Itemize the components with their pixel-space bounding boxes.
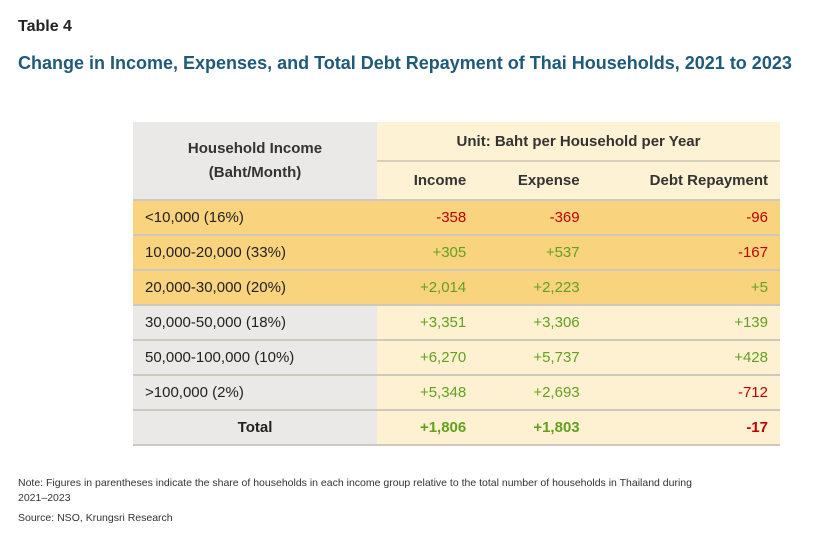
col-header-debt: Debt Repayment xyxy=(591,161,780,200)
debt-value: -167 xyxy=(591,234,780,270)
income-value: +1,806 xyxy=(377,409,479,446)
table-row: 20,000-30,000 (20%) +2,014 +2,223 +5 xyxy=(133,269,780,305)
row-header: Household Income (Baht/Month) xyxy=(133,122,377,200)
expense-value: +2,693 xyxy=(478,374,592,410)
debt-value: -96 xyxy=(591,199,780,235)
income-group: 20,000-30,000 (20%) xyxy=(133,269,377,305)
expense-value: +5,737 xyxy=(478,339,592,375)
expense-value: +1,803 xyxy=(478,409,592,446)
table-row: 10,000-20,000 (33%) +305 +537 -167 xyxy=(133,234,780,270)
source: Source: NSO, Krungsri Research xyxy=(18,512,173,524)
table-row: <10,000 (16%) -358 -369 -96 xyxy=(133,199,780,235)
debt-value: +428 xyxy=(591,339,780,375)
income-value: +3,351 xyxy=(377,304,479,340)
data-table: Household Income (Baht/Month) Unit: Baht… xyxy=(133,122,780,446)
income-value: +6,270 xyxy=(377,339,479,375)
income-value: +5,348 xyxy=(377,374,479,410)
debt-value: -17 xyxy=(591,409,780,446)
income-group: Total xyxy=(133,409,377,446)
unit-header: Unit: Baht per Household per Year xyxy=(377,122,780,162)
income-value: +305 xyxy=(377,234,479,270)
table-row: Total +1,806 +1,803 -17 xyxy=(133,409,780,446)
table-title: Change in Income, Expenses, and Total De… xyxy=(18,53,792,73)
expense-value: +2,223 xyxy=(478,269,592,305)
income-group: 30,000-50,000 (18%) xyxy=(133,304,377,340)
table-row: >100,000 (2%) +5,348 +2,693 -712 xyxy=(133,374,780,410)
income-group: 10,000-20,000 (33%) xyxy=(133,234,377,270)
income-value: +2,014 xyxy=(377,269,479,305)
debt-value: +5 xyxy=(591,269,780,305)
row-header-sub: (Baht/Month) xyxy=(208,163,302,181)
expense-value: -369 xyxy=(478,199,592,235)
income-group: <10,000 (16%) xyxy=(133,199,377,235)
debt-value: +139 xyxy=(591,304,780,340)
note: Note: Figures in parentheses indicate th… xyxy=(18,477,692,504)
table-label: Table 4 xyxy=(18,18,72,35)
debt-value: -712 xyxy=(591,374,780,410)
income-group: 50,000-100,000 (10%) xyxy=(133,339,377,375)
col-header-income: Income xyxy=(377,161,479,200)
table-row: 30,000-50,000 (18%) +3,351 +3,306 +139 xyxy=(133,304,780,340)
expense-value: +3,306 xyxy=(478,304,592,340)
col-header-expense: Expense xyxy=(478,161,592,200)
row-header-label: Household Income xyxy=(187,139,323,157)
income-group: >100,000 (2%) xyxy=(133,374,377,410)
table-row: 50,000-100,000 (10%) +6,270 +5,737 +428 xyxy=(133,339,780,375)
expense-value: +537 xyxy=(478,234,592,270)
income-value: -358 xyxy=(377,199,479,235)
